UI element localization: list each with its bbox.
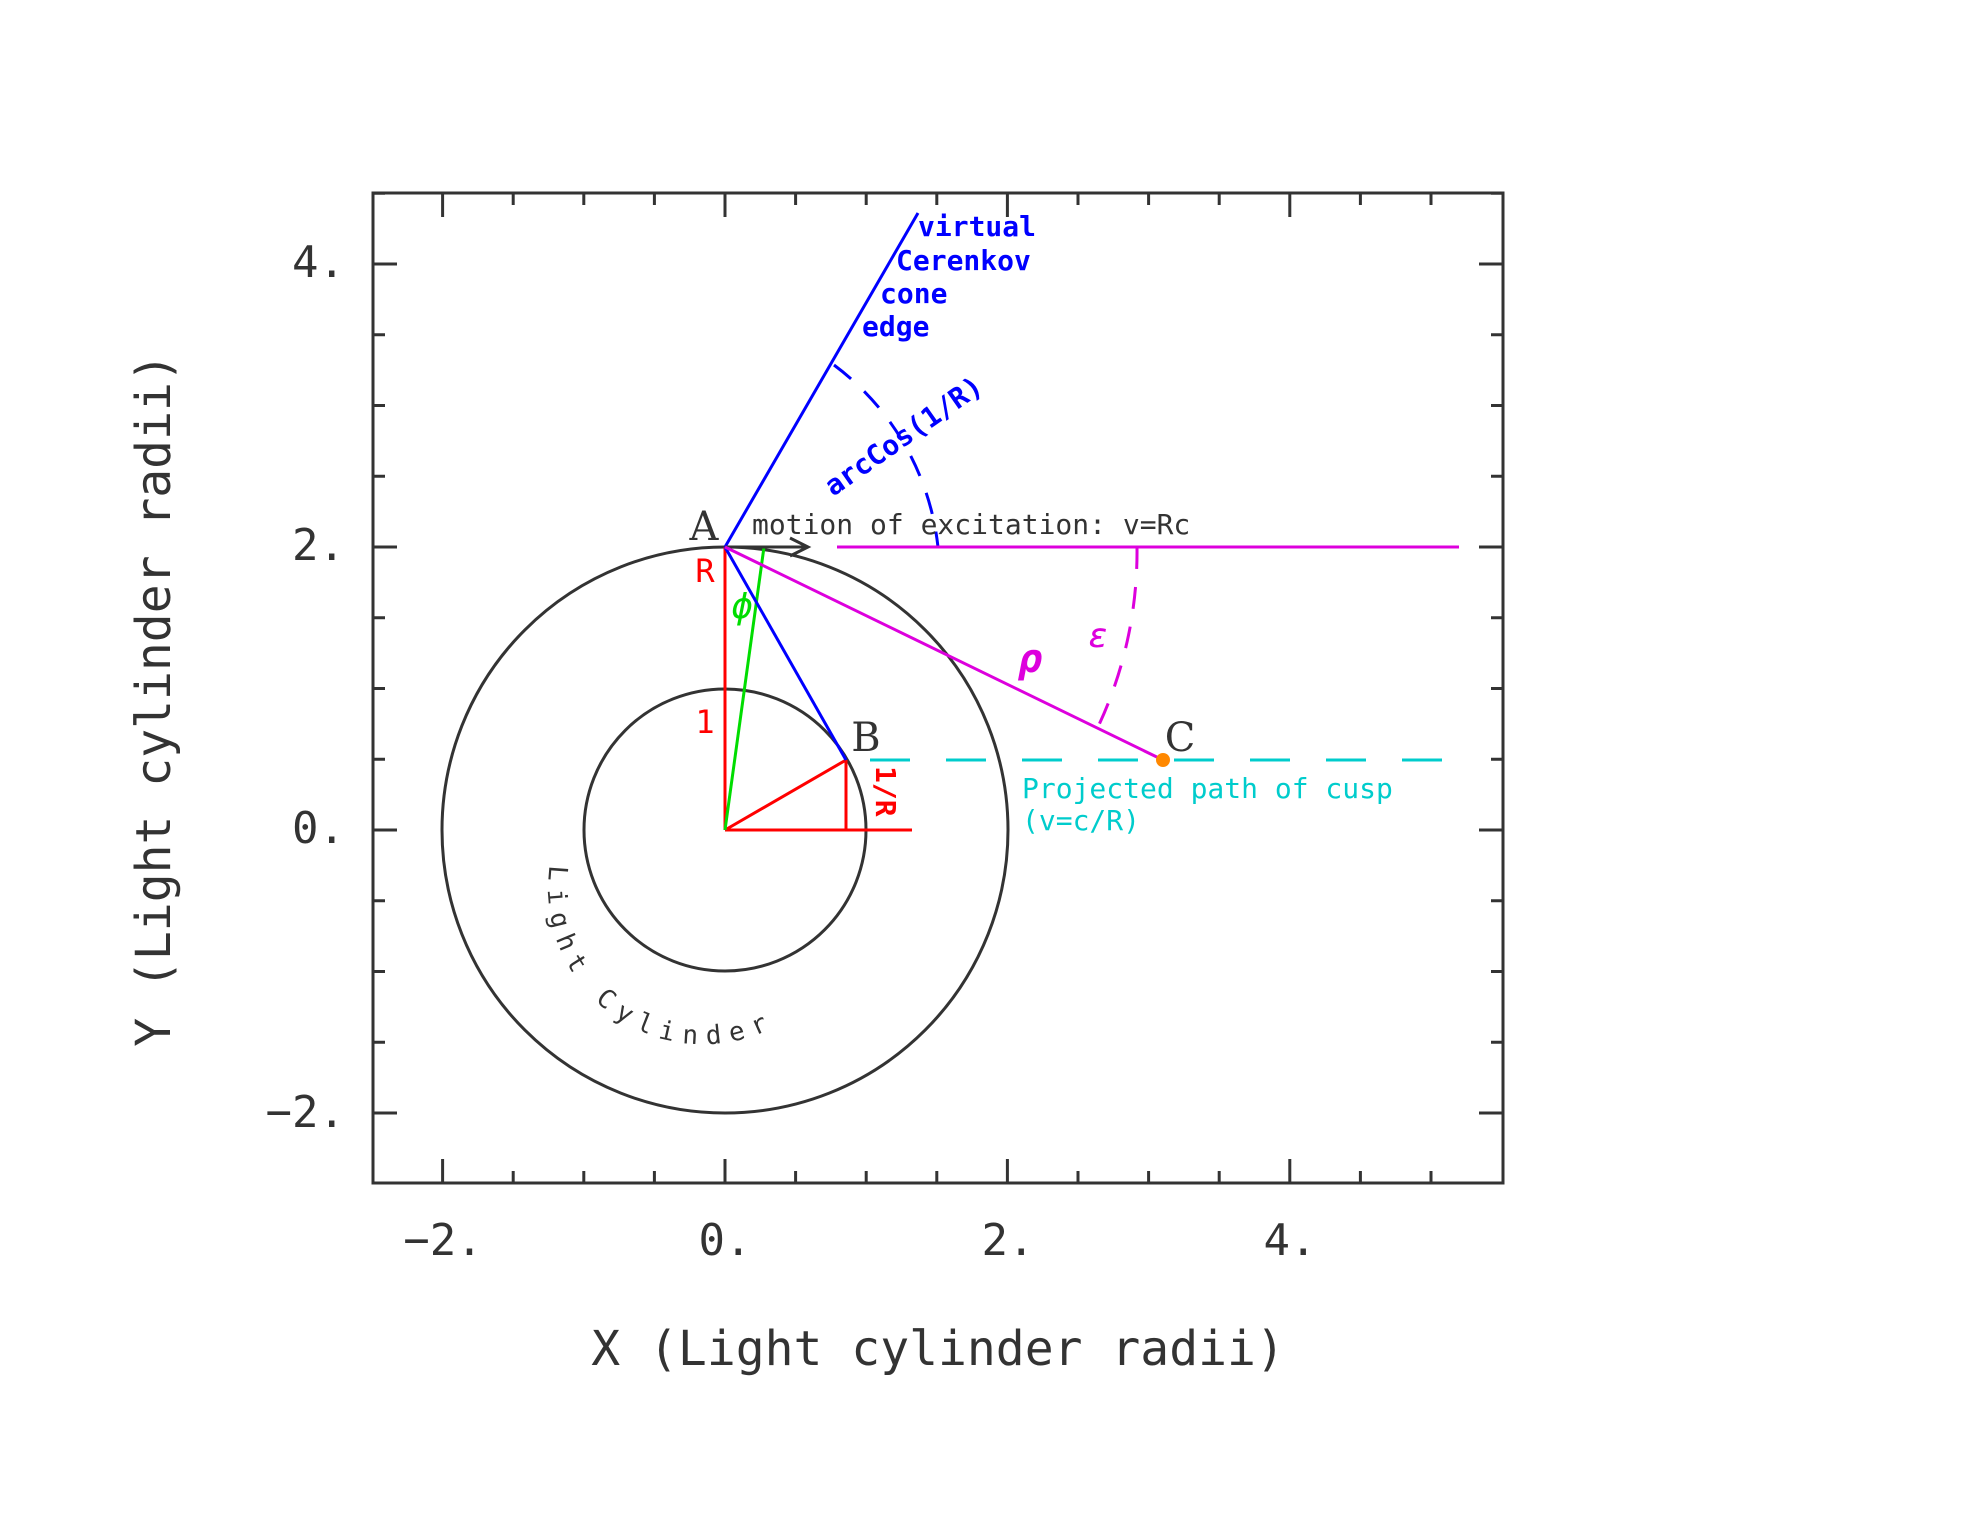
y-tick-label: 2. [292, 520, 345, 571]
cone-angle-label: arcCos(1/R) [818, 369, 989, 502]
r-label: R [695, 552, 715, 590]
cone-label-line3: cone [880, 277, 947, 310]
a-to-b-line [723, 546, 848, 761]
phi-label: ϕ [731, 586, 753, 627]
point-a-label: A [689, 504, 720, 550]
cone-label-line2: Cerenkov [896, 244, 1031, 277]
arrow-head [789, 536, 812, 558]
point-c-marker [1156, 753, 1170, 767]
cusp-path-label-line1: Projected path of cusp [1022, 772, 1393, 805]
x-axis-title: X (Light cylinder radii) [591, 1321, 1285, 1377]
one-label: 1 [695, 703, 714, 741]
y-axis-title: Y (Light cylinder radii) [126, 353, 182, 1047]
plot-frame [371, 191, 1505, 1185]
y-tick-label: −2. [266, 1087, 345, 1138]
x-tick-label: 2. [982, 1215, 1035, 1266]
motion-label: motion of excitation: v=Rc [752, 508, 1190, 541]
cone-edge-line [723, 212, 920, 548]
x-tick-label: 0. [699, 1215, 752, 1266]
cone-label-line4: edge [862, 310, 929, 343]
epsilon-label: ε [1088, 616, 1108, 656]
axis-ticks [373, 191, 1503, 1183]
phi-line [723, 546, 766, 831]
y-tick-label: 0. [292, 803, 345, 854]
rho-label: ρ [1017, 636, 1043, 682]
y-tick-label: 4. [292, 237, 345, 288]
point-c-label: C [1165, 715, 1196, 761]
rho-line [724, 545, 1164, 762]
cone-label-line1: virtual [918, 210, 1036, 243]
point-b-label: B [851, 715, 880, 761]
x-tick-label: 4. [1264, 1215, 1317, 1266]
epsilon-arc [1095, 546, 1139, 730]
inv-r-label: 1/R [869, 766, 902, 817]
light-cylinder-label: Light Cylinder [541, 864, 781, 1051]
x-tick-label: −2. [403, 1215, 482, 1266]
radius-line-b [724, 758, 847, 832]
cusp-path-label-line2: (v=c/R) [1022, 804, 1140, 837]
